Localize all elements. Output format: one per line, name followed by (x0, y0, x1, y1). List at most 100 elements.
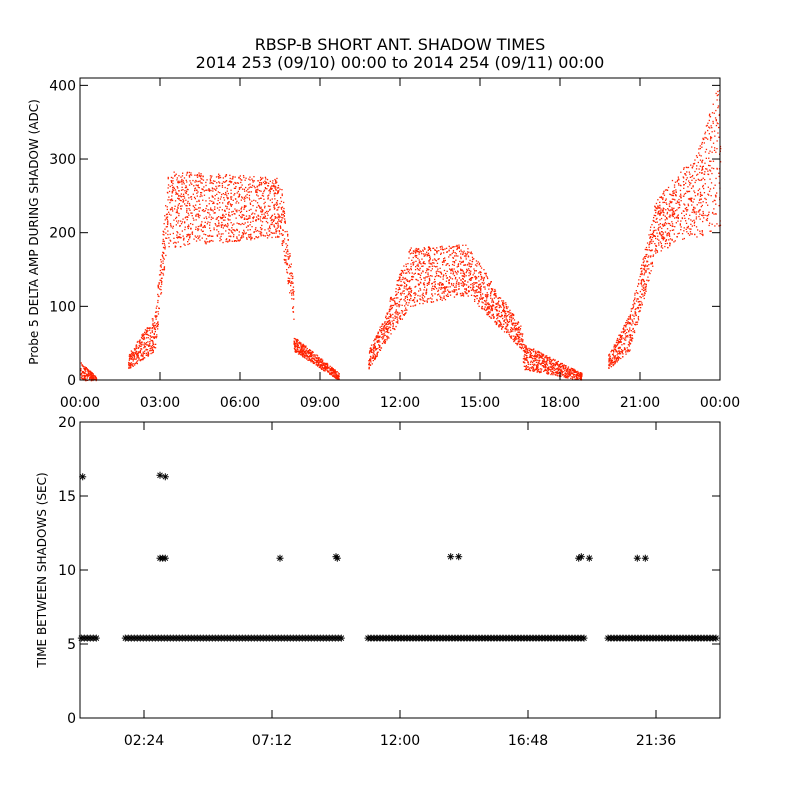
top-data-point (608, 361, 610, 363)
top-data-point (673, 184, 676, 186)
top-data-point (475, 276, 477, 278)
top-data-point (627, 322, 629, 324)
top-data-point (504, 314, 506, 317)
top-data-point (227, 192, 229, 195)
top-data-point (636, 323, 638, 325)
top-data-point (158, 274, 161, 276)
top-data-point (226, 206, 228, 208)
top-data-point (642, 258, 644, 260)
top-data-point (631, 334, 633, 337)
top-data-point (240, 223, 242, 226)
top-data-point (215, 185, 217, 188)
top-data-point (145, 352, 148, 354)
top-data-point (560, 372, 562, 374)
top-data-point (369, 358, 371, 360)
top-data-point (278, 220, 280, 222)
top-data-point (515, 324, 517, 326)
top-data-point (275, 188, 277, 191)
top-data-point (513, 340, 515, 343)
top-data-point (676, 236, 678, 238)
top-data-point (150, 339, 152, 342)
top-data-point (556, 363, 559, 365)
top-data-point (80, 377, 83, 379)
top-data-point (683, 230, 685, 232)
top-data-point (229, 229, 231, 231)
top-data-point (136, 360, 139, 362)
top-data-point (382, 333, 384, 335)
top-data-point (421, 258, 423, 260)
top-data-point (396, 321, 398, 323)
top-data-point (434, 285, 436, 288)
top-data-point (409, 286, 411, 288)
top-data-point (313, 354, 315, 356)
top-data-point (186, 171, 189, 173)
top-data-point (228, 211, 230, 214)
top-data-point (248, 217, 250, 219)
top-data-point (608, 359, 610, 361)
top-data-point (205, 243, 207, 245)
top-data-point (225, 180, 227, 183)
top-data-point (265, 178, 267, 180)
top-data-point (172, 227, 174, 229)
top-data-point (285, 252, 287, 254)
top-data-point (289, 273, 291, 275)
top-data-point (208, 189, 210, 191)
top-data-point (433, 281, 435, 283)
top-data-point (399, 273, 401, 276)
top-data-point (142, 352, 144, 354)
top-data-point (299, 350, 302, 352)
top-data-point (316, 360, 319, 362)
top-data-point (331, 371, 333, 374)
top-data-point (212, 217, 214, 219)
top-data-point (336, 376, 339, 378)
top-data-point (550, 359, 552, 361)
top-data-point (486, 312, 488, 314)
top-data-point (567, 373, 569, 375)
top-data-point (243, 196, 246, 198)
top-data-point (226, 226, 229, 228)
top-data-point (410, 305, 412, 307)
top-data-point (461, 284, 463, 287)
top-data-point (425, 276, 427, 278)
top-data-point (304, 351, 306, 354)
top-data-point (571, 370, 573, 372)
top-data-point (293, 343, 295, 345)
top-data-point (287, 280, 289, 282)
top-data-point (513, 319, 516, 321)
top-data-point (635, 321, 637, 323)
top-data-point (266, 182, 268, 184)
top-data-point (207, 241, 209, 243)
top-data-point (320, 364, 322, 366)
top-data-point (128, 363, 130, 365)
top-data-point (512, 330, 514, 332)
top-data-point (152, 336, 154, 338)
top-data-point (301, 352, 303, 355)
top-data-point (526, 348, 528, 351)
top-data-point (189, 235, 191, 237)
top-data-point (264, 205, 266, 207)
top-data-point (241, 222, 243, 225)
top-data-point (237, 202, 240, 204)
top-data-point (371, 349, 373, 351)
top-data-point (184, 228, 186, 231)
top-data-point (304, 345, 306, 347)
top-data-point (267, 214, 269, 216)
top-data-point (504, 319, 506, 321)
top-data-point (500, 316, 502, 318)
top-data-point (284, 222, 286, 224)
top-data-point (573, 375, 575, 378)
top-data-point (180, 196, 182, 198)
top-data-point (517, 334, 519, 336)
top-data-point (293, 337, 295, 340)
top-data-point (206, 179, 208, 181)
top-data-point (81, 375, 83, 378)
top-data-point (474, 296, 477, 298)
top-data-point (392, 324, 394, 326)
top-data-point (650, 226, 652, 228)
top-data-point (152, 349, 154, 351)
top-data-point (264, 212, 266, 214)
top-data-point (414, 252, 417, 254)
top-data-point (257, 195, 259, 197)
top-data-point (411, 259, 413, 261)
